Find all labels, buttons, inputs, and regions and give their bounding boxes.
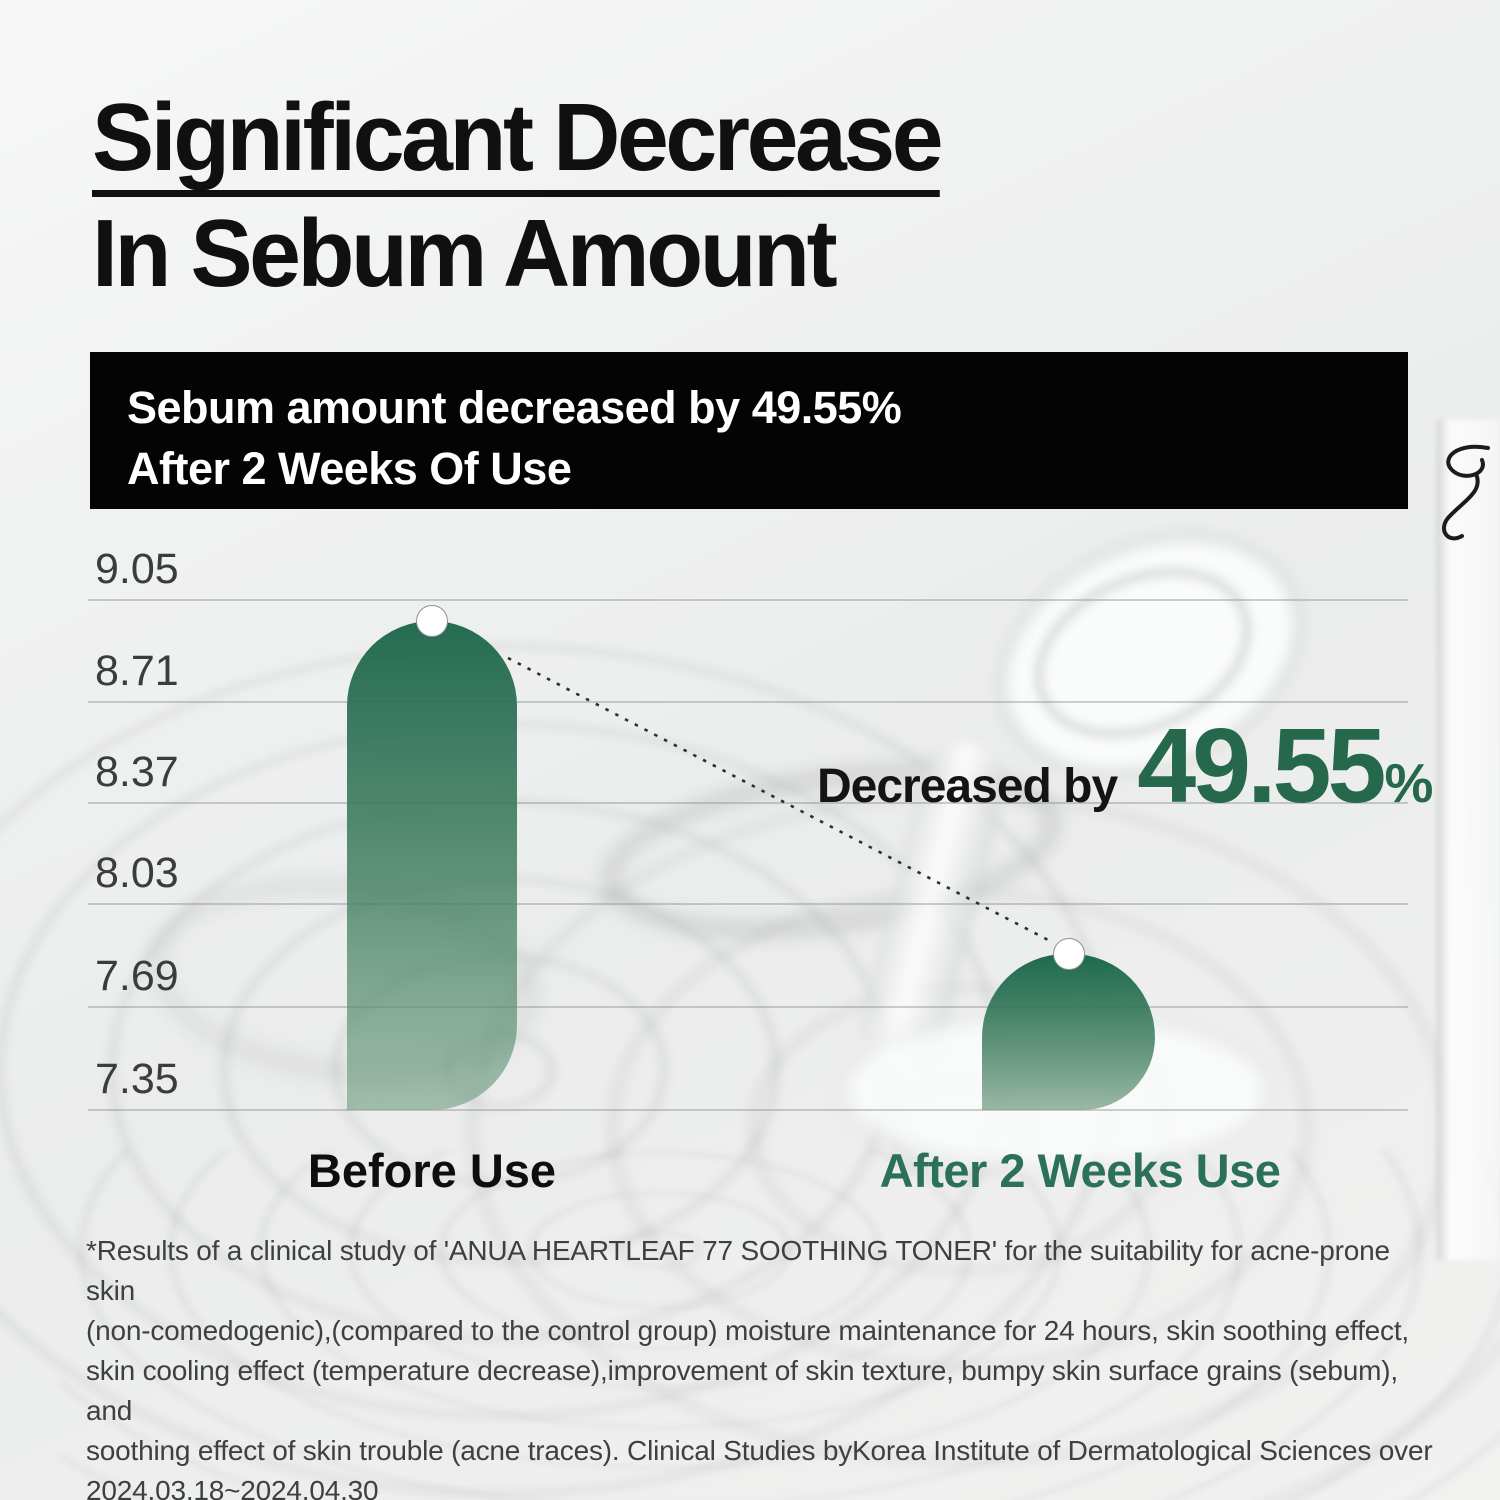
decrease-callout-value: 49.55 [1137, 707, 1386, 825]
category-label-before-use: Before Use [307, 1144, 557, 1197]
y-axis-tick-label: 9.05 [95, 545, 179, 593]
y-axis-tick-label: 8.71 [95, 647, 179, 695]
gridline [88, 599, 1408, 601]
headline-banner-line1: Sebum amount decreased by 49.55% [127, 382, 902, 433]
bar-peak-marker [1052, 938, 1085, 970]
page-title: Significant Decrease In Sebum Amount [92, 90, 966, 302]
y-axis-tick-label: 8.03 [95, 849, 179, 897]
gridline [88, 903, 1408, 905]
gridline [88, 802, 1408, 804]
page-title-line2: In Sebum Amount [92, 200, 838, 307]
y-axis-tick-label: 8.37 [95, 748, 179, 796]
footnote-disclaimer: *Results of a clinical study of 'ANUA HE… [86, 1235, 1433, 1500]
headline-banner-line2: After 2 Weeks Of Use [127, 443, 572, 494]
category-label-after-2-weeks: After 2 Weeks Use [879, 1144, 1281, 1197]
decrease-callout-prefix: Decreased by [817, 760, 1118, 813]
y-axis-tick-label: 7.35 [95, 1055, 179, 1103]
gridline [88, 701, 1408, 703]
handwritten-script-decoration [1442, 444, 1490, 541]
bar-peak-marker [416, 605, 448, 637]
decrease-callout: Decreased by 49.55 % [817, 707, 1434, 825]
page-title-line1: Significant Decrease [92, 90, 944, 197]
decrease-callout-unit: % [1384, 752, 1434, 814]
gridline [88, 1109, 1408, 1111]
y-axis-tick-label: 7.69 [95, 952, 179, 1000]
gridline [88, 1006, 1408, 1008]
bar-before-use [347, 605, 517, 1110]
headline-banner: Sebum amount decreased by 49.55% After 2… [90, 352, 1408, 509]
